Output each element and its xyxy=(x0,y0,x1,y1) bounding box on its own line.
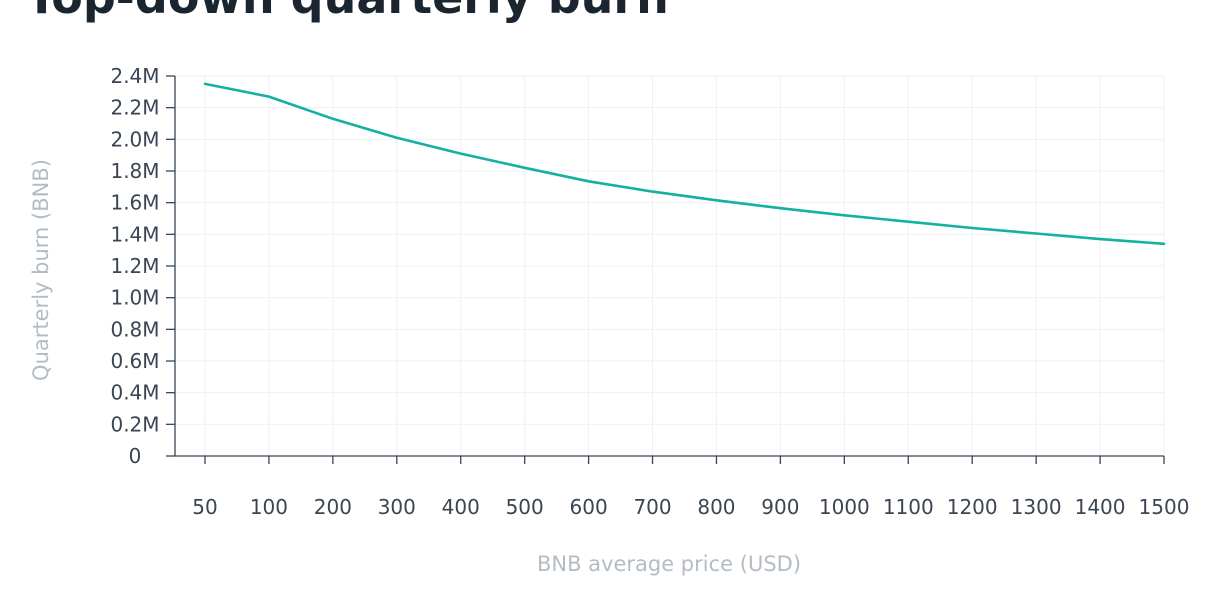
y-tick-label: 2.2M xyxy=(110,96,159,120)
x-tick-label: 1200 xyxy=(947,495,998,519)
series-group xyxy=(203,82,1166,246)
y-tick-label: 1.8M xyxy=(110,159,159,183)
y-tick-label: 0.6M xyxy=(110,349,159,373)
x-tick-label: 1300 xyxy=(1011,495,1062,519)
y-tick-label: 2.4M xyxy=(110,64,159,88)
x-tick-label: 1000 xyxy=(819,495,870,519)
x-tick-label: 200 xyxy=(314,495,352,519)
y-tick-label: 0.4M xyxy=(110,381,159,405)
y-axis-title: Quarterly burn (BNB) xyxy=(29,159,53,381)
y-tick-label: 1.6M xyxy=(110,191,159,215)
x-tick-label: 100 xyxy=(250,495,288,519)
x-tick-label: 500 xyxy=(506,495,544,519)
y-tick-label: 0 xyxy=(129,444,142,468)
x-tick-label: 900 xyxy=(761,495,799,519)
x-tick-label: 1500 xyxy=(1139,495,1190,519)
x-tick-label: 700 xyxy=(633,495,671,519)
chart-title-strip: Top-down quarterly burn xyxy=(0,0,1224,25)
series-line-0 xyxy=(203,82,1166,246)
x-tick-label: 300 xyxy=(378,495,416,519)
chart-title: Top-down quarterly burn xyxy=(26,0,669,25)
y-tick-label: 2.0M xyxy=(110,127,159,151)
y-tick-label: 1.4M xyxy=(110,222,159,246)
x-tick-label: 600 xyxy=(570,495,608,519)
horizontal-gridlines xyxy=(175,75,1164,425)
x-tick-label: 50 xyxy=(192,495,217,519)
y-tick-label: 0.8M xyxy=(110,317,159,341)
x-axis-title: BNB average price (USD) xyxy=(537,552,801,576)
x-tick-label: 1100 xyxy=(883,495,934,519)
y-tick-label: 1.0M xyxy=(110,286,159,310)
x-axis-ticks: 50 100 200 300 400 500 600 700 800 900 1000 1100 120… xyxy=(192,456,1189,519)
x-tick-label: 1400 xyxy=(1075,495,1126,519)
y-tick-label: 0.2M xyxy=(110,412,159,436)
y-axis-ticks: 0 0.2M 0.4M 0.6M 0.8M 1.0M 1.2M 1.4M 1.6M 1.8M 2.0… xyxy=(110,64,175,468)
x-tick-label: 800 xyxy=(697,495,735,519)
x-tick-label: 400 xyxy=(442,495,480,519)
y-tick-label: 1.2M xyxy=(110,254,159,278)
